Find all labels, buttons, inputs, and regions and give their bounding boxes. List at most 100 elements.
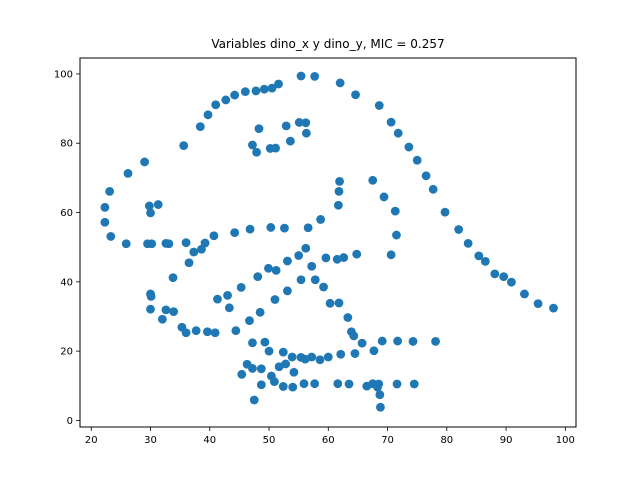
scatter-point: [357, 338, 367, 348]
chart-title: Variables dino_x y dino_y, MIC = 0.257: [211, 37, 444, 51]
scatter-point: [230, 228, 240, 238]
scatter-point: [379, 192, 389, 202]
scatter-point: [157, 314, 167, 324]
scatter-point: [490, 269, 500, 279]
scatter-point: [256, 364, 266, 374]
scatter-point: [373, 382, 382, 392]
scatter-point: [520, 289, 529, 299]
scatter-point: [296, 71, 306, 81]
scatter-point: [463, 238, 473, 248]
scatter-point: [278, 347, 288, 357]
scatter-point: [237, 369, 247, 379]
scatter-point: [310, 71, 320, 81]
scatter-point: [189, 247, 199, 257]
scatter-point: [213, 294, 222, 304]
scatter-point: [321, 253, 331, 263]
y-tick-label: 20: [60, 347, 73, 358]
scatter-point: [251, 86, 261, 96]
scatter-point: [248, 140, 257, 150]
scatter-point: [480, 256, 490, 266]
scatter-point: [294, 118, 304, 127]
data-points: [100, 71, 558, 412]
scatter-point: [289, 367, 299, 377]
scatter-point: [335, 176, 344, 186]
scatter-point: [283, 286, 292, 296]
scatter-point: [386, 117, 396, 127]
scatter-point: [339, 253, 349, 262]
scatter-point: [161, 305, 171, 315]
scatter-point: [294, 251, 304, 260]
scatter-point: [254, 124, 264, 134]
scatter-point: [153, 200, 163, 209]
scatter-point: [323, 352, 333, 362]
scatter-point: [267, 83, 277, 93]
scatter-point: [264, 346, 274, 356]
scatter-point: [393, 128, 403, 138]
scatter-point: [259, 84, 269, 94]
scatter-point: [236, 282, 246, 292]
scatter-point: [349, 331, 359, 341]
y-tick-label: 40: [60, 277, 73, 288]
scatter-point: [260, 337, 270, 347]
scatter-point: [288, 382, 298, 392]
scatter-point: [209, 231, 219, 241]
scatter-point: [315, 355, 325, 365]
scatter-point: [168, 273, 178, 283]
scatter-point: [393, 336, 403, 346]
scatter-point: [281, 121, 291, 131]
scatter-point: [431, 337, 440, 346]
scatter-point: [106, 232, 116, 241]
x-axis: 20 30 40 50 60 70 80 90 100: [85, 427, 575, 446]
scatter-point: [280, 223, 289, 233]
scatter-point: [344, 379, 354, 389]
scatter-point: [316, 215, 325, 224]
scatter-point: [223, 290, 232, 300]
scatter-point: [334, 186, 344, 196]
scatter-point: [245, 224, 255, 234]
scatter-point: [269, 377, 279, 387]
scatter-point: [376, 402, 385, 412]
scatter-point: [105, 186, 115, 196]
scatter-point: [307, 261, 317, 271]
scatter-point: [333, 379, 343, 389]
y-tick-label: 100: [54, 69, 73, 80]
scatter-point: [146, 208, 155, 218]
x-tick-label: 50: [263, 435, 276, 446]
scatter-point: [350, 349, 360, 358]
scatter-point: [248, 338, 257, 348]
scatter-point: [274, 79, 283, 89]
scatter-point: [310, 275, 320, 285]
scatter-point: [146, 291, 156, 301]
scatter-point: [375, 390, 385, 400]
scatter-point: [224, 303, 234, 313]
scatter-point: [197, 244, 206, 254]
scatter-point: [301, 118, 311, 128]
scatter-point: [386, 250, 396, 260]
scatter-point: [533, 299, 543, 309]
scatter-point: [210, 328, 220, 338]
scatter-point: [140, 157, 149, 167]
scatter-point: [281, 359, 291, 369]
scatter-point: [440, 207, 450, 217]
scatter-point: [248, 364, 257, 373]
scatter-point: [255, 307, 265, 317]
scatter-point: [300, 354, 310, 364]
x-tick-label: 100: [556, 435, 575, 446]
scatter-point: [211, 100, 221, 110]
y-tick-label: 0: [67, 416, 73, 427]
scatter-point: [230, 90, 240, 100]
scatter-point: [325, 298, 335, 308]
y-tick-label: 60: [60, 208, 73, 219]
scatter-point: [296, 275, 306, 285]
scatter-point: [266, 223, 276, 232]
scatter-point: [231, 326, 241, 336]
scatter-point: [334, 298, 344, 308]
x-tick-label: 40: [203, 435, 216, 446]
scatter-point: [507, 277, 516, 287]
scatter-point: [253, 272, 263, 282]
scatter-point: [404, 142, 414, 152]
scatter-point: [287, 352, 297, 362]
x-tick-label: 30: [144, 435, 157, 446]
